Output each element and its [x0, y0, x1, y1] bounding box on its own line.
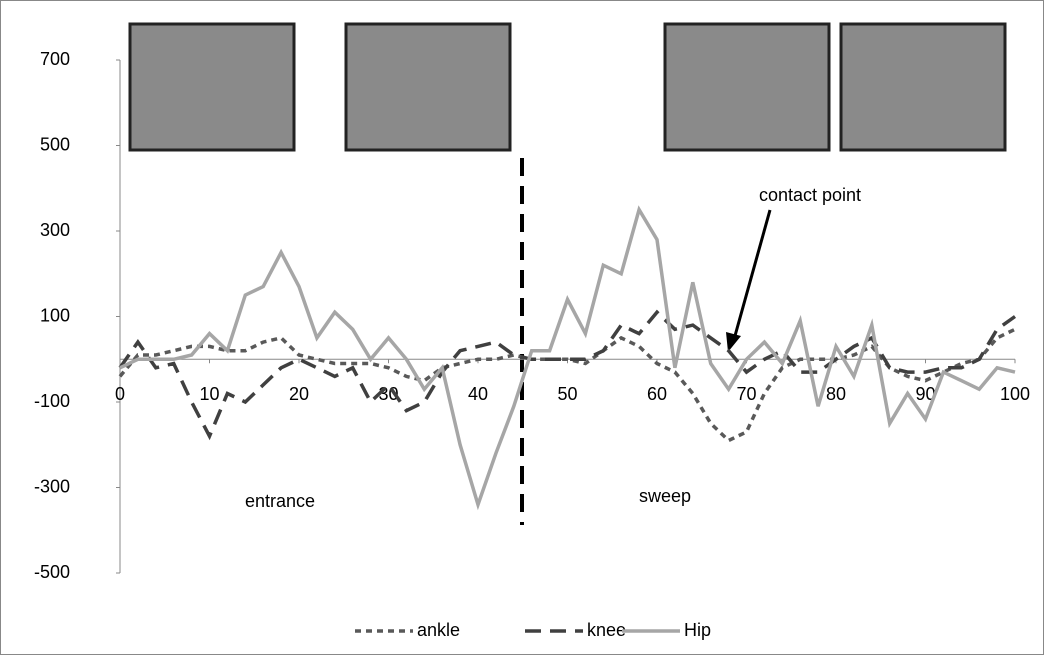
photo [128, 22, 296, 152]
y-tick-label: -300 [34, 476, 70, 496]
y-tick-label: 100 [40, 305, 70, 325]
y-tick-label: 700 [40, 49, 70, 69]
legend-label: Hip [684, 620, 711, 640]
x-tick-label: 70 [736, 384, 756, 404]
y-tick-label: -500 [34, 562, 70, 582]
x-tick-label: 40 [468, 384, 488, 404]
photo [663, 22, 831, 152]
y-tick-label: 500 [40, 134, 70, 154]
legend-label: knee [587, 620, 626, 640]
x-tick-label: 20 [289, 384, 309, 404]
photos [128, 22, 1007, 152]
y-tick-label: 300 [40, 220, 70, 240]
arrow [731, 209, 772, 344]
arrow-head [726, 332, 741, 352]
series-line [119, 205, 1016, 511]
legend-label: ankle [417, 620, 460, 640]
x-tick-label: 10 [199, 384, 219, 404]
photo [344, 22, 512, 152]
annotation: sweep [639, 486, 691, 506]
x-tick-label: 90 [915, 384, 935, 404]
annotation: entrance [245, 491, 315, 511]
series-line [118, 327, 1016, 443]
photo [839, 22, 1007, 152]
annotation: contact point [759, 185, 861, 205]
series-line [118, 309, 1017, 441]
x-tick-label: 0 [115, 384, 125, 404]
x-tick-label: 60 [647, 384, 667, 404]
x-tick-label: 80 [826, 384, 846, 404]
x-tick-label: 100 [1000, 384, 1030, 404]
y-tick-label: -100 [34, 391, 70, 411]
x-tick-label: 50 [557, 384, 577, 404]
